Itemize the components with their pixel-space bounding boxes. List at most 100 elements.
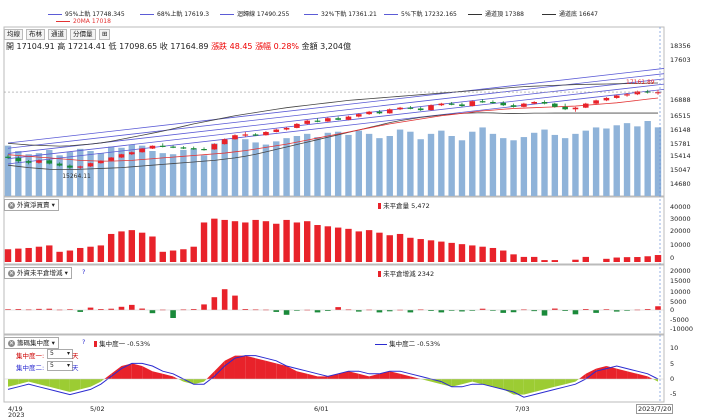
tab-0[interactable]: 均線 [4, 29, 23, 40]
oi-change-bar [221, 289, 228, 310]
candle-body [428, 105, 434, 111]
oi-change-bar [355, 310, 362, 312]
legend-swatch-icon [378, 203, 381, 209]
concentration-area [80, 379, 91, 390]
oi-bar [4, 249, 12, 262]
panel-title: 外資淨買賣 [17, 201, 50, 209]
dropdown-icon[interactable]: ▾ [51, 201, 55, 209]
candle-body [603, 97, 610, 101]
oi-change-bar [624, 310, 630, 311]
volume-bar [221, 140, 228, 196]
oi-change-bar [46, 308, 53, 310]
candle-body [201, 148, 207, 151]
oi-bar [407, 237, 414, 262]
y-tick-label: 0 [670, 306, 675, 314]
legend-item: 68%上軌 17619.3 [140, 9, 209, 18]
concentration-area [451, 379, 462, 387]
volume-bar [469, 131, 476, 196]
setting2-select[interactable]: 5 ▾ [47, 361, 73, 371]
x-tick-label: 4/19 [8, 405, 23, 413]
oi-bar [634, 257, 641, 262]
candle-body [448, 103, 455, 105]
volume-bar [46, 149, 53, 196]
x-tick-label: 5/02 [90, 405, 105, 413]
candle-body [56, 163, 63, 166]
oi-bar [273, 223, 280, 262]
candle-body [221, 139, 228, 145]
concentration-line [7, 355, 659, 398]
y-tick-label: 17603 [670, 56, 691, 64]
last-price-tag: 17161.89 [626, 79, 655, 86]
x-tick-year: 2023 [8, 411, 25, 419]
y-tick-label: 20000 [670, 267, 691, 275]
concentration-area [565, 379, 576, 385]
concentration-area [492, 379, 504, 390]
concentration-area [28, 379, 39, 385]
legend-item: 迴歸線 17490.255 [220, 9, 289, 18]
candle-body [613, 95, 620, 98]
oi-change-bar [67, 309, 73, 310]
concentration-area [578, 373, 586, 379]
volume-bar [107, 146, 115, 196]
open-value: 開 17104.91 [6, 42, 55, 51]
oi-bar [572, 259, 579, 262]
concentration-area [173, 376, 179, 379]
oi-change-bar [232, 295, 238, 310]
panel-concentration-header[interactable]: ✕ 籌碼集中度 ▾ [4, 337, 59, 349]
volume-bar [273, 141, 280, 196]
concentration-area [585, 368, 597, 379]
oi-change-legend-text: 未平倉增減 2342 [383, 270, 435, 278]
close-circle-icon[interactable]: ✕ [8, 201, 15, 209]
oi-change-bar [325, 310, 331, 311]
oi-bar [66, 250, 74, 262]
concentration-area [152, 371, 163, 379]
help-icon[interactable]: ? [82, 268, 86, 276]
oi-bar [623, 257, 631, 262]
candle-body [624, 94, 630, 96]
setting1-select[interactable]: 5 ▾ [47, 349, 73, 359]
y-tick-label: 14680 [670, 180, 691, 188]
tab-1[interactable]: 布林 [26, 29, 45, 40]
close-circle-icon[interactable]: ✕ [8, 269, 15, 277]
volume-bar [613, 125, 620, 196]
panel-foreign-net-header[interactable]: ✕ 外資淨買賣 ▾ [4, 199, 59, 211]
setting1-value: 5 [50, 350, 54, 357]
tab-2[interactable]: 通道 [48, 29, 67, 40]
volume-bar [35, 153, 43, 196]
close-circle-icon[interactable]: ✕ [8, 339, 15, 347]
volume-bar [334, 131, 342, 196]
volume-bar [489, 133, 497, 196]
volume-bar [66, 152, 74, 196]
help-icon[interactable]: ? [82, 338, 86, 346]
tab-3[interactable]: 分價量 [70, 29, 96, 40]
oi-change-legend: 未平倉增減 2342 [378, 268, 434, 278]
pct-value: 漲幅 0.28% [255, 42, 300, 51]
dropdown-icon[interactable]: ▾ [51, 339, 55, 347]
oi-bar [180, 249, 187, 262]
legend-line-icon [56, 21, 70, 22]
concentration-area [193, 379, 205, 385]
y-tick-label: 16148 [670, 126, 691, 134]
legend-line-icon [304, 14, 318, 15]
oi-bar [582, 256, 589, 262]
high-value: 高 17214.41 [57, 42, 106, 51]
concentration-area [178, 379, 184, 382]
concentration-area [441, 379, 452, 387]
dropdown-icon[interactable]: ▾ [64, 269, 68, 277]
tab-4[interactable]: ⊞ [99, 29, 111, 40]
volume-bar [623, 123, 631, 196]
dropdown-icon: ▾ [66, 350, 70, 357]
concentration-area [214, 360, 225, 379]
amount-value: 金額 3,204億 [301, 42, 352, 51]
concentration-area [461, 379, 473, 385]
candle-body [108, 157, 114, 161]
regression-line [7, 68, 665, 144]
oi-change-bar [273, 310, 280, 312]
oi-bar [427, 240, 435, 262]
candle-body [314, 120, 321, 122]
concentration-area [637, 373, 648, 379]
panel-oi-change-header[interactable]: ✕ 外資未平倉增減 ▾ [4, 267, 72, 279]
y-tick-label: 0 [670, 375, 675, 383]
oi-change-bar [603, 309, 610, 310]
candle-body [552, 103, 558, 107]
